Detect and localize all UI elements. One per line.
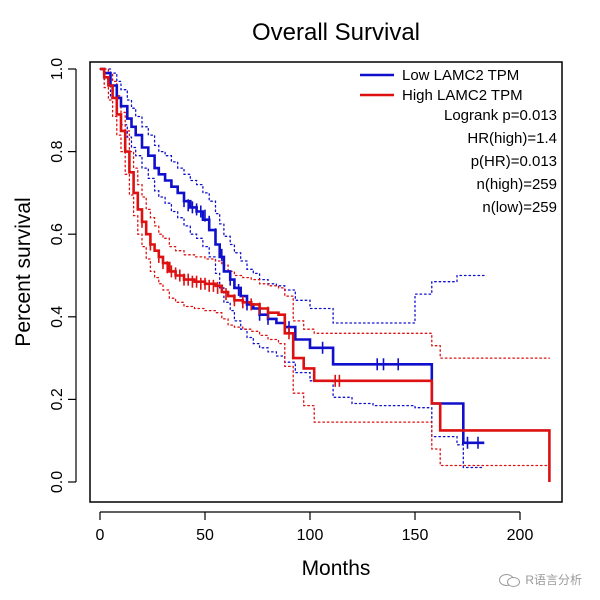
x-tick-label: 100 — [297, 527, 324, 544]
chart-title: Overall Survival — [252, 19, 420, 46]
low-ci-lower — [99, 68, 485, 469]
high-ci-lower — [99, 68, 551, 467]
legend-stat: p(HR)=0.013 — [471, 153, 557, 170]
legend-stat: Logrank p=0.013 — [444, 107, 557, 124]
y-tick-label: 0.8 — [49, 140, 66, 162]
censor-marks — [141, 195, 479, 449]
legend-label: Low LAMC2 TPM — [402, 67, 519, 84]
y-tick-label: 0.4 — [49, 306, 66, 328]
legend-stat: n(high)=259 — [477, 176, 557, 193]
legend-stat: n(low)=259 — [482, 199, 557, 216]
wechat-icon — [499, 573, 521, 587]
legend-label: High LAMC2 TPM — [402, 87, 523, 104]
plot-frame — [89, 61, 563, 503]
y-tick-label: 0.6 — [49, 223, 66, 245]
y-tick-label: 0.0 — [49, 471, 66, 493]
low-ci-upper — [99, 68, 485, 324]
watermark-text: R语言分析 — [525, 573, 582, 587]
y-tick-label: 0.2 — [49, 388, 66, 410]
y-axis-title: Percent survival — [12, 197, 35, 346]
axes: 0 50 100 150 200 0.0 0.2 0.4 0.6 0.8 1.0 — [49, 58, 533, 544]
x-tick-label: 0 — [96, 527, 105, 544]
x-tick-label: 200 — [507, 527, 534, 544]
legend: Low LAMC2 TPM High LAMC2 TPM Logrank p=0.0… — [360, 67, 557, 216]
watermark: R语言分析 — [499, 571, 582, 588]
x-tick-label: 50 — [196, 527, 214, 544]
legend-stat: HR(high)=1.4 — [467, 130, 557, 147]
x-axis-title: Months — [302, 557, 371, 580]
x-tick-label: 150 — [402, 527, 429, 544]
y-tick-label: 1.0 — [49, 58, 66, 80]
